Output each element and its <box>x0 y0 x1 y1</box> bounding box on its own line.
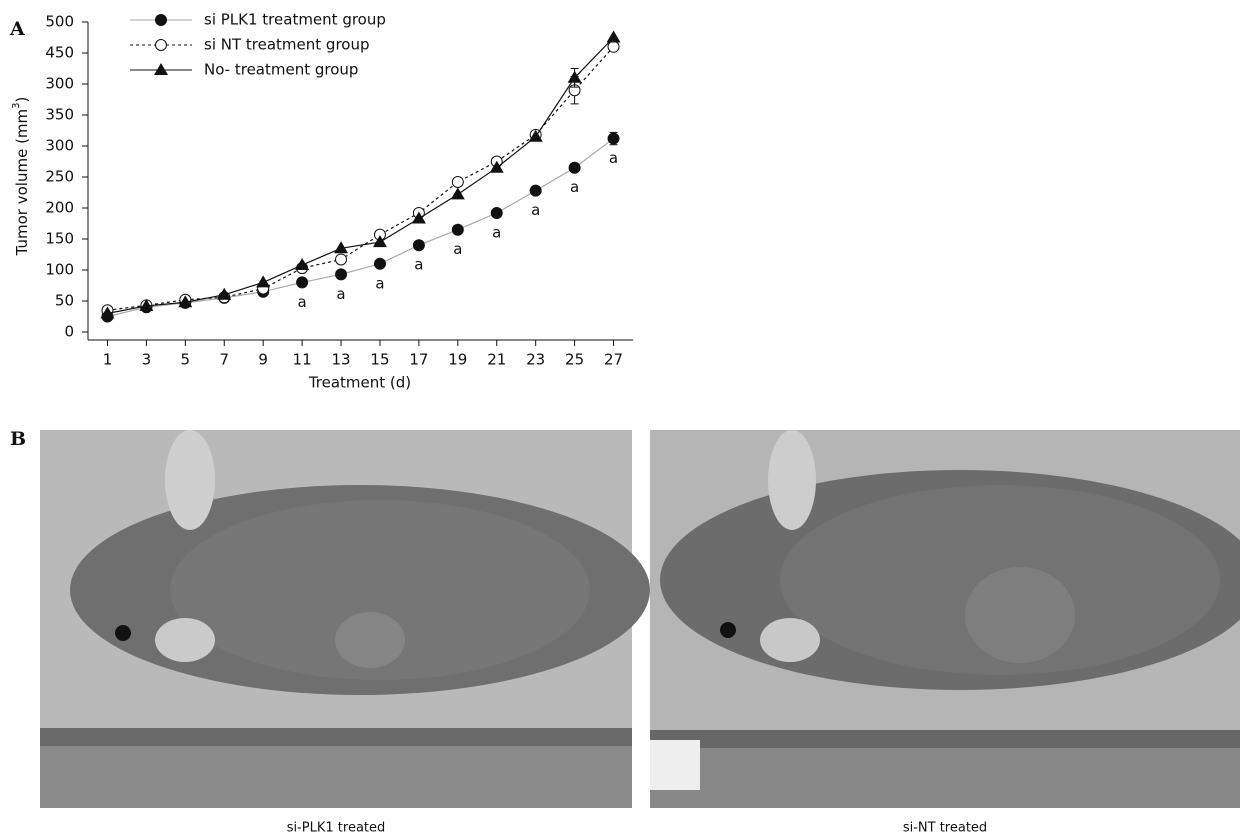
x-tick-label: 17 <box>409 351 428 369</box>
y-tick-label: 450 <box>45 44 74 62</box>
marker <box>608 133 619 144</box>
annotation: a <box>453 240 462 258</box>
y-tick-label: 300 <box>45 75 74 93</box>
marker <box>491 207 502 218</box>
legend-label: si PLK1 treatment group <box>204 11 386 29</box>
legend-marker <box>156 40 167 51</box>
y-tick-label: 250 <box>45 168 74 186</box>
series-line <box>107 38 613 314</box>
legend-marker <box>156 15 167 26</box>
annotation: a <box>336 285 345 303</box>
y-label-text: Tumor volume (mm <box>13 109 31 257</box>
x-tick-label: 21 <box>487 351 506 369</box>
marker <box>297 277 308 288</box>
marker <box>336 269 347 280</box>
y-tick-label: 300 <box>45 137 74 155</box>
photo-caption: si-NT treated <box>903 821 987 836</box>
marker <box>452 176 463 187</box>
x-tick-label: 11 <box>293 351 312 369</box>
marker <box>452 224 463 235</box>
marker <box>336 254 347 265</box>
annotation: a <box>570 178 579 196</box>
y-tick-label: 50 <box>55 292 74 310</box>
x-tick-label: 3 <box>142 351 152 369</box>
photo-right <box>650 430 1240 808</box>
panel-label: A <box>9 18 25 40</box>
marker <box>530 185 541 196</box>
y-tick-label: 150 <box>45 230 74 248</box>
legend-label: No- treatment group <box>204 61 358 79</box>
y-tick-label: 350 <box>45 106 74 124</box>
x-tick-label: 5 <box>181 351 191 369</box>
page: {"chart_data": {"type": "line", "panel_l… <box>0 0 1240 839</box>
figure: A B Treatment (d) Tumor volume (mm3) si-… <box>0 0 1240 839</box>
x-tick-label: 27 <box>604 351 623 369</box>
marker <box>374 258 385 269</box>
y-tick-label: 0 <box>64 323 74 341</box>
x-tick-label: 9 <box>258 351 268 369</box>
legend-marker <box>154 63 168 75</box>
x-tick-label: 23 <box>526 351 545 369</box>
annotation: a <box>298 293 307 311</box>
y-tick-label: 100 <box>45 261 74 279</box>
photo-left <box>40 430 650 808</box>
x-tick-label: 15 <box>370 351 389 369</box>
x-tick-label: 19 <box>448 351 467 369</box>
annotation: a <box>375 274 384 292</box>
marker <box>451 187 465 199</box>
annotation: a <box>414 256 423 274</box>
marker <box>608 41 619 52</box>
x-tick-label: 13 <box>331 351 350 369</box>
series-line <box>107 47 613 311</box>
annotation: a <box>531 201 540 219</box>
marker <box>295 258 309 270</box>
y-tick-label: 200 <box>45 199 74 217</box>
y-axis-label: Tumor volume (mm3) <box>11 97 31 257</box>
x-tick-label: 7 <box>219 351 229 369</box>
legend-label: si NT treatment group <box>204 36 369 54</box>
marker <box>413 240 424 251</box>
marker <box>607 31 621 43</box>
marker <box>569 162 580 173</box>
annotation: a <box>609 149 618 167</box>
annotation: a <box>492 223 501 241</box>
y-label-end: ) <box>13 97 31 103</box>
marker <box>256 275 270 287</box>
panel-label: B <box>10 428 26 450</box>
series-line <box>107 139 613 317</box>
x-axis-label: Treatment (d) <box>308 374 411 392</box>
x-tick-label: 1 <box>103 351 113 369</box>
y-tick-label: 500 <box>45 13 74 31</box>
photo-caption: si-PLK1 treated <box>287 821 386 836</box>
x-tick-label: 25 <box>565 351 584 369</box>
